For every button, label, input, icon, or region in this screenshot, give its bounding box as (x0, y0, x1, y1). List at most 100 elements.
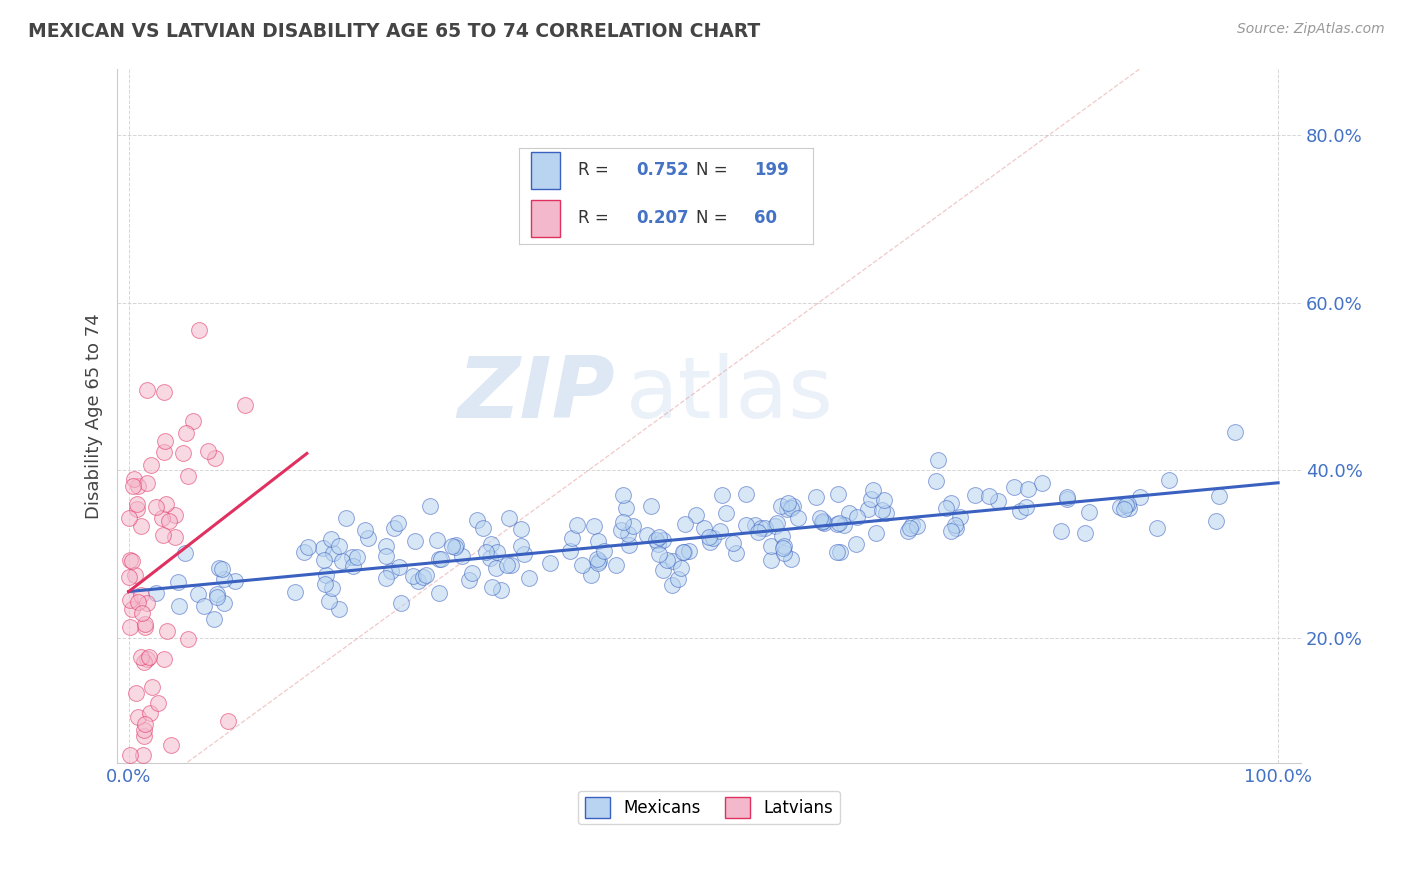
Point (430, 552, 453, 566)
Point (118, 592, 141, 607)
Point (721, 535, 744, 549)
Point (354, 524, 377, 538)
Point (145, 500, 167, 514)
Y-axis label: Disability Age 65 to 74: Disability Age 65 to 74 (86, 313, 103, 519)
Point (825, 516, 848, 531)
Point (380, 564, 402, 578)
Point (340, 549, 363, 564)
Point (322, 546, 344, 560)
Point (129, 650, 152, 665)
Point (118, 747, 141, 762)
Point (382, 521, 405, 535)
Point (571, 558, 593, 573)
Point (427, 552, 450, 566)
Point (939, 524, 962, 538)
Point (122, 479, 145, 493)
Point (949, 509, 972, 524)
Point (1146, 521, 1168, 535)
Point (779, 500, 801, 515)
Point (581, 567, 603, 582)
Point (1116, 497, 1139, 511)
Point (1002, 480, 1025, 494)
Point (612, 515, 634, 529)
Point (357, 531, 380, 545)
Text: R =: R = (578, 161, 614, 179)
Point (167, 599, 190, 614)
Point (655, 553, 678, 567)
Point (212, 572, 235, 586)
Point (120, 553, 142, 567)
Point (136, 383, 159, 397)
Point (284, 584, 307, 599)
Point (678, 544, 700, 558)
Point (176, 425, 198, 440)
Point (509, 539, 531, 553)
Point (860, 491, 883, 506)
Point (159, 514, 181, 528)
Point (1056, 491, 1078, 506)
Point (763, 519, 786, 533)
Point (127, 710, 149, 724)
Point (156, 624, 179, 639)
Point (129, 518, 152, 533)
Point (565, 518, 588, 533)
Point (862, 483, 884, 497)
Point (647, 530, 669, 544)
Point (153, 384, 176, 399)
Point (427, 585, 450, 599)
Point (1108, 500, 1130, 515)
Point (744, 518, 766, 533)
Point (1112, 501, 1135, 516)
Point (897, 524, 920, 539)
Text: atlas: atlas (626, 353, 834, 436)
FancyBboxPatch shape (530, 153, 560, 188)
Point (187, 323, 209, 337)
Point (699, 535, 721, 549)
Point (135, 476, 157, 491)
Point (387, 516, 409, 530)
Point (673, 545, 696, 559)
Point (588, 553, 610, 567)
Point (177, 632, 200, 646)
Point (118, 511, 141, 525)
Point (136, 652, 159, 666)
Point (426, 533, 449, 547)
Point (517, 571, 540, 585)
Point (776, 502, 799, 516)
Point (1223, 425, 1246, 439)
Point (636, 528, 658, 542)
Point (131, 747, 153, 762)
Point (585, 552, 607, 566)
Point (832, 517, 855, 532)
Point (389, 596, 412, 610)
Point (118, 569, 141, 583)
Point (412, 570, 434, 584)
Point (498, 510, 520, 524)
Point (830, 545, 852, 559)
Point (925, 474, 948, 488)
Point (1050, 524, 1073, 538)
Text: 0.207: 0.207 (637, 210, 689, 227)
Point (160, 738, 183, 752)
Point (838, 506, 860, 520)
Point (485, 561, 508, 575)
Point (671, 561, 693, 575)
Point (121, 554, 143, 568)
Point (609, 523, 631, 537)
Point (481, 580, 503, 594)
Point (662, 554, 685, 568)
Text: ZIP: ZIP (457, 353, 614, 436)
Point (856, 501, 879, 516)
Point (474, 544, 496, 558)
Point (673, 517, 696, 532)
Point (174, 546, 197, 560)
Text: 0.752: 0.752 (637, 161, 689, 179)
Text: N =: N = (696, 161, 733, 179)
Point (312, 553, 335, 567)
Text: MEXICAN VS LATVIAN DISABILITY AGE 65 TO 74 CORRELATION CHART: MEXICAN VS LATVIAN DISABILITY AGE 65 TO … (28, 22, 761, 41)
Point (375, 549, 398, 564)
Point (672, 545, 695, 559)
Point (166, 575, 188, 590)
Point (163, 508, 186, 522)
Point (485, 544, 508, 558)
